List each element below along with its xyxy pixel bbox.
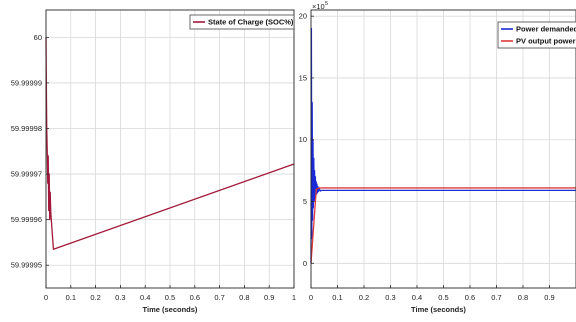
x-tick-label: 0.5 (438, 293, 448, 302)
x-tick-label: 0.6 (190, 293, 200, 302)
y-tick-label: 59.99996 (11, 215, 42, 224)
x-tick-label: 0.1 (66, 293, 76, 302)
y-tick-label: 59.99995 (11, 261, 42, 270)
soc-chart-panel: 0 0.1 0.2 0.3 0.4 0.5 0.6 0.7 0.8 0.9 1 59.99995 59.… (11, 9, 296, 314)
legend: Power demanded PV output power (497, 21, 576, 49)
y-tick-label: 5 (303, 197, 307, 206)
x-axis-label: Time (seconds) (411, 305, 466, 314)
y-exponent-power: 5 (325, 1, 328, 7)
x-tick-label: 0.7 (214, 293, 224, 302)
x-tick-label: 0.2 (359, 293, 369, 302)
series-line (45, 37, 295, 250)
x-tick-label: 0.8 (239, 293, 249, 302)
x-tick-label: 0.3 (385, 293, 395, 302)
x-tick-label: 0.6 (465, 293, 475, 302)
x-tick-label: 0 (309, 293, 313, 302)
x-tick-label: 0.4 (412, 293, 422, 302)
y-tick-label: 10 (299, 135, 307, 144)
legend-entry: State of Charge (SOC%) (208, 18, 294, 27)
y-tick-label: 59.99997 (11, 170, 42, 179)
legend: State of Charge (SOC%) (189, 14, 295, 30)
x-axis-label: Time (seconds) (143, 305, 198, 314)
y-tick-label: 59.99998 (11, 124, 42, 133)
x-tick-label: 0.3 (115, 293, 125, 302)
x-tick-label: 0.2 (90, 293, 100, 302)
x-tick-label: 0.1 (332, 293, 342, 302)
x-tick-label: 0.7 (491, 293, 501, 302)
x-tick-label: 0.8 (518, 293, 528, 302)
x-tick-label: 0.9 (544, 293, 554, 302)
y-tick-label: 60 (34, 33, 42, 42)
legend-box (497, 21, 576, 49)
series-line (310, 187, 576, 264)
series-line (310, 27, 576, 264)
legend-entry: Power demanded (516, 25, 576, 34)
y-tick-label: 0 (303, 259, 307, 268)
legend-box (189, 14, 295, 30)
y-tick-label: 15 (299, 73, 307, 82)
x-tick-label: 0.4 (140, 293, 150, 302)
x-tick-label: 0.5 (165, 293, 175, 302)
legend-entry: PV output power (516, 37, 576, 46)
x-tick-label: 0 (44, 293, 48, 302)
y-exponent-label: ×10 (312, 2, 325, 11)
x-tick-label: 1 (292, 293, 296, 302)
x-tick-label: 0.9 (264, 293, 274, 302)
y-tick-label: 59.99999 (11, 78, 42, 87)
y-tick-label: 20 (299, 12, 307, 21)
